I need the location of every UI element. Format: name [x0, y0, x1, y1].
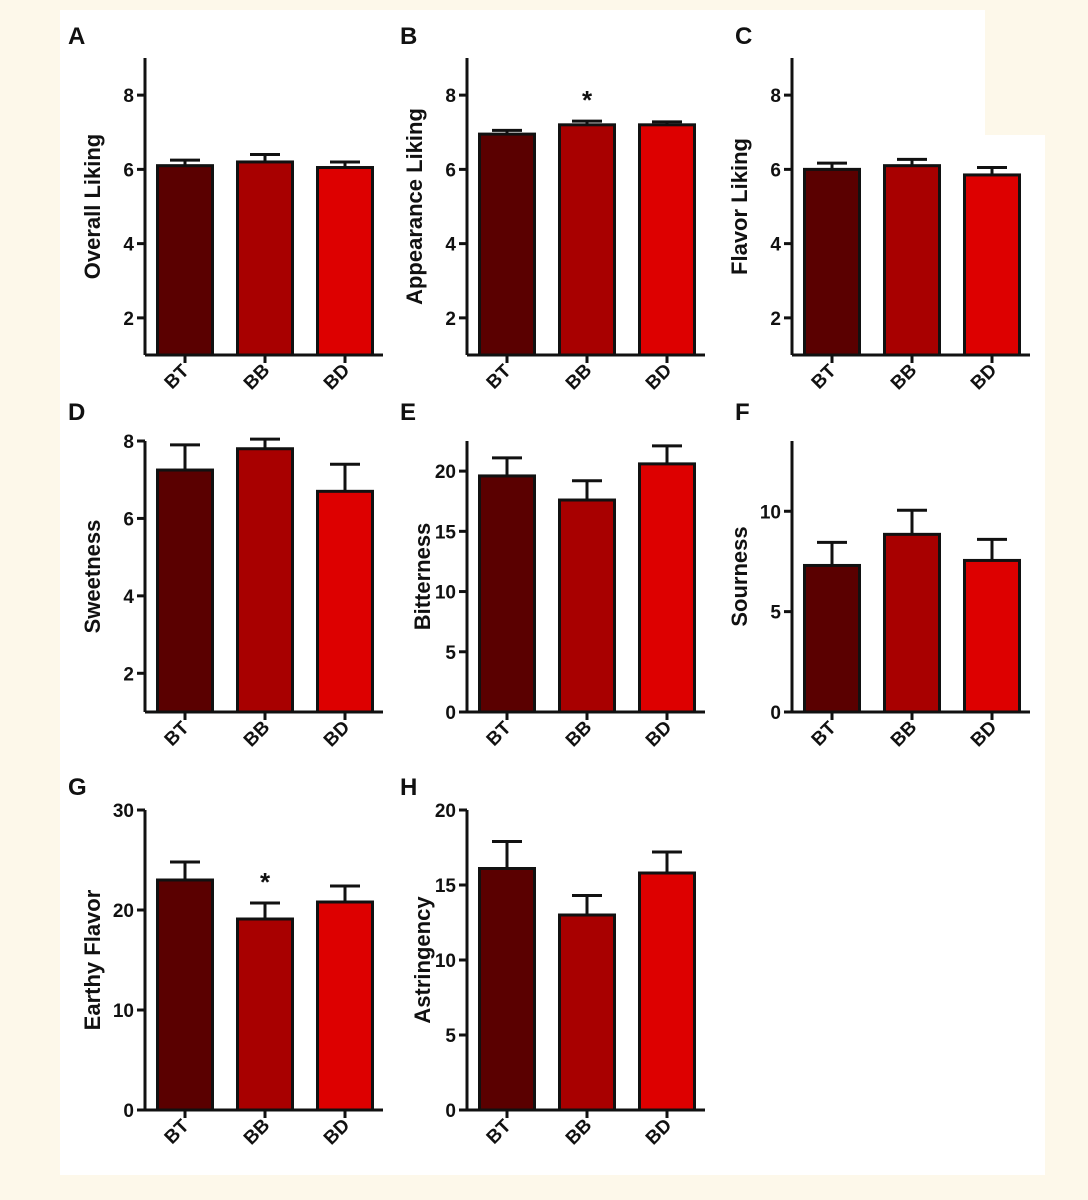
panel-letter: E	[400, 399, 416, 426]
bar-bb	[883, 164, 941, 357]
panel-letter: B	[400, 23, 417, 50]
y-tick-label: 8	[123, 86, 134, 107]
y-tick-label: 10	[760, 502, 781, 523]
y-tick-label: 4	[445, 235, 456, 256]
y-tick-label: 2	[770, 309, 781, 330]
panel-area-bottom	[60, 135, 1045, 1175]
panel-letter: D	[68, 399, 85, 426]
significance-mark: *	[260, 867, 271, 897]
bar-bt	[156, 468, 214, 714]
bar-bt	[478, 474, 536, 714]
bar-bd	[638, 462, 696, 714]
bar-bb	[236, 917, 294, 1112]
significance-mark: *	[582, 85, 593, 115]
y-tick-label: 2	[123, 309, 134, 330]
bar-bd	[316, 166, 374, 357]
y-tick-label: 10	[435, 951, 456, 972]
bar-bd	[316, 900, 374, 1112]
bar-bt	[156, 878, 214, 1112]
bar-bd	[963, 173, 1021, 357]
y-tick-label: 0	[445, 1101, 456, 1122]
y-tick-label: 6	[445, 160, 456, 181]
y-tick-label: 5	[770, 603, 781, 624]
y-tick-label: 8	[770, 86, 781, 107]
y-tick-label: 20	[113, 901, 134, 922]
y-axis-label: Sourness	[727, 526, 752, 626]
bar-bb	[558, 913, 616, 1112]
y-tick-label: 2	[123, 664, 134, 685]
bar-bb	[236, 447, 294, 714]
y-tick-label: 5	[445, 1026, 456, 1047]
y-tick-label: 6	[123, 509, 134, 530]
y-tick-label: 10	[435, 583, 456, 604]
y-axis-label: Earthy Flavor	[80, 889, 105, 1030]
y-axis-label: Appearance Liking	[402, 108, 427, 305]
y-tick-label: 6	[123, 160, 134, 181]
panel-letter: F	[735, 399, 750, 426]
y-tick-label: 5	[445, 643, 456, 664]
y-axis-label: Astringency	[410, 896, 435, 1024]
y-tick-label: 20	[435, 801, 456, 822]
y-tick-label: 0	[123, 1101, 134, 1122]
y-axis-label: Sweetness	[80, 520, 105, 634]
bar-bb	[236, 160, 294, 357]
y-tick-label: 15	[435, 876, 457, 897]
panel-letter: C	[735, 23, 752, 50]
y-tick-label: 4	[123, 587, 134, 608]
panel-letter: H	[400, 774, 417, 801]
y-axis-label: Bitterness	[410, 523, 435, 631]
y-tick-label: 15	[435, 522, 457, 543]
bar-bt	[156, 164, 214, 357]
y-tick-label: 20	[435, 462, 456, 483]
bar-bt	[803, 167, 861, 357]
y-tick-label: 4	[123, 235, 134, 256]
bar-bt	[478, 132, 536, 357]
y-tick-label: 8	[123, 432, 134, 453]
y-tick-label: 0	[445, 703, 456, 724]
bar-bt	[803, 563, 861, 714]
y-tick-label: 4	[770, 235, 781, 256]
panel-letter: A	[68, 23, 85, 50]
y-tick-label: 0	[770, 703, 781, 724]
y-tick-label: 10	[113, 1001, 134, 1022]
y-tick-label: 8	[445, 86, 456, 107]
bar-bb	[558, 123, 616, 357]
bar-bb	[558, 498, 616, 714]
panel-letter: G	[68, 774, 87, 801]
y-axis-label: Flavor Liking	[727, 138, 752, 275]
y-tick-label: 30	[113, 801, 134, 822]
y-axis-label: Overall Liking	[80, 134, 105, 280]
bar-bd	[316, 489, 374, 714]
bar-bd	[963, 558, 1021, 714]
y-tick-label: 2	[445, 309, 456, 330]
bar-bb	[883, 532, 941, 714]
y-tick-label: 6	[770, 160, 781, 181]
bar-bd	[638, 123, 696, 357]
bar-bd	[638, 871, 696, 1112]
bar-bt	[478, 867, 536, 1112]
